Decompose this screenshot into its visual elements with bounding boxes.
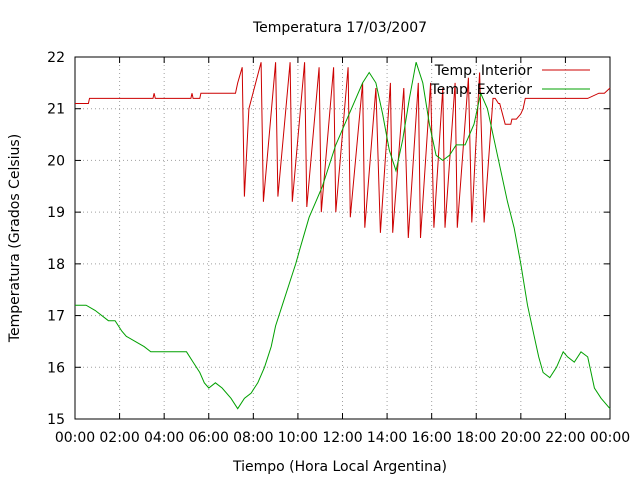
x-tick-labels: 00:00 02:00 04:00 06:00 08:00 10:00 12:00 14:00… xyxy=(55,430,630,446)
x-tick-label: 22:00 xyxy=(545,430,585,446)
series-line-interior xyxy=(75,62,611,239)
x-tick-label: 14:00 xyxy=(367,430,407,446)
x-tick-label: 08:00 xyxy=(233,430,273,446)
legend-label-interior: Temp. Interior xyxy=(434,63,533,79)
x-tick-label: 02:00 xyxy=(99,430,139,446)
chart-title: Temperatura 17/03/2007 xyxy=(252,20,427,36)
y-tick-label: 19 xyxy=(47,205,65,221)
y-tick-label: 22 xyxy=(47,50,65,66)
y-tick-label: 21 xyxy=(47,102,65,118)
x-tick-label: 04:00 xyxy=(144,430,184,446)
x-tick-label: 06:00 xyxy=(189,430,229,446)
x-tick-label: 00:00 xyxy=(55,430,95,446)
y-tick-label: 18 xyxy=(47,257,65,273)
x-tick-label: 00:00 xyxy=(590,430,630,446)
grid xyxy=(75,57,610,419)
x-tick-label: 16:00 xyxy=(411,430,451,446)
x-tick-label: 10:00 xyxy=(278,430,318,446)
x-tick-label: 18:00 xyxy=(456,430,496,446)
legend-label-exterior: Temp. Exterior xyxy=(430,82,533,98)
series-line-exterior xyxy=(75,62,611,410)
y-axis-label: Temperatura (Grados Celsius) xyxy=(7,134,23,343)
series-lines xyxy=(75,62,611,410)
x-tick-label: 20:00 xyxy=(501,430,541,446)
y-tick-label: 15 xyxy=(47,412,65,428)
y-tick-label: 16 xyxy=(47,360,65,376)
x-tick-label: 12:00 xyxy=(322,430,362,446)
x-axis-label: Tiempo (Hora Local Argentina) xyxy=(232,459,447,475)
legend: Temp. Interior Temp. Exterior xyxy=(430,63,590,98)
y-tick-label: 20 xyxy=(47,153,65,169)
y-tick-label: 17 xyxy=(47,309,65,325)
y-tick-labels: 15 16 17 18 19 20 21 22 xyxy=(47,50,65,428)
axis-ticks xyxy=(74,56,611,420)
